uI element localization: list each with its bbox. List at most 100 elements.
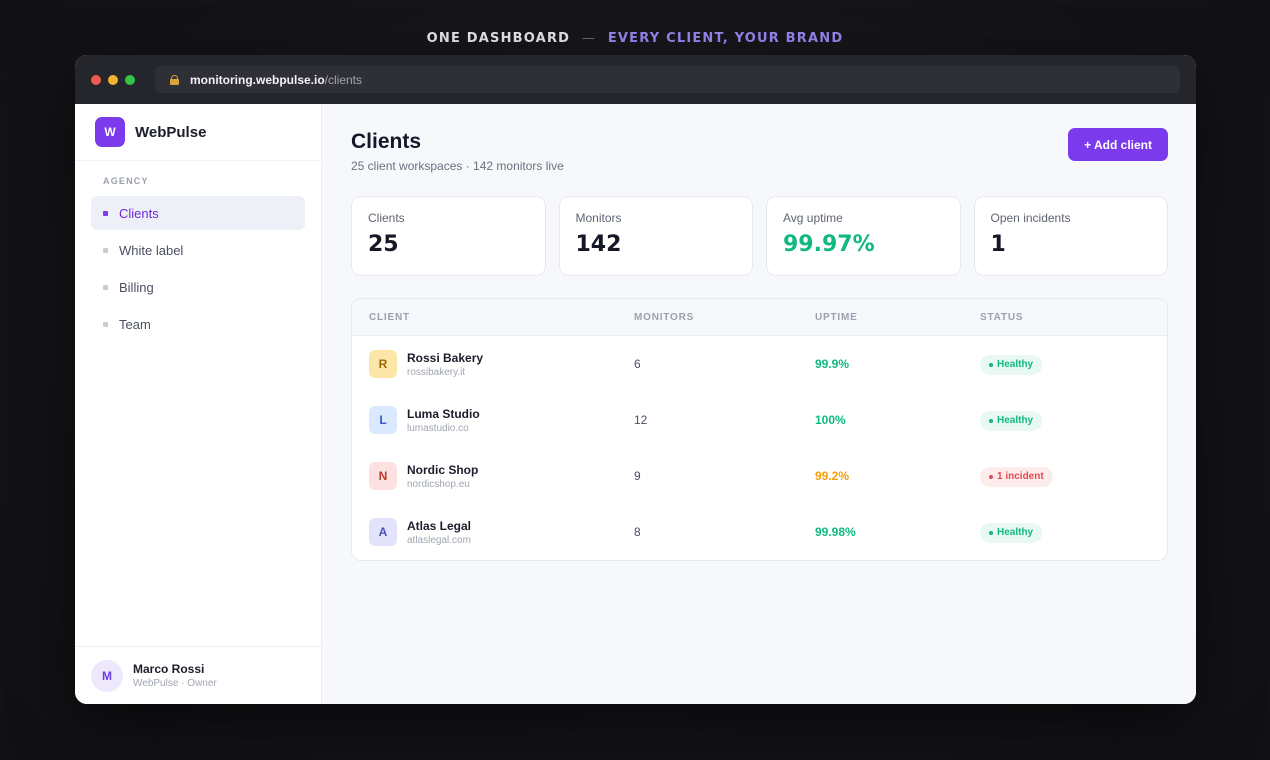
client-avatar: A [369, 518, 397, 546]
client-cell: R Rossi Bakery rossibakery.it [352, 350, 634, 378]
sidebar: W WebPulse AGENCY Clients White label Bi… [75, 104, 322, 704]
column-header-uptime[interactable]: UPTIME [815, 311, 858, 323]
column-header-status[interactable]: STATUS [980, 311, 1024, 323]
client-domain: rossibakery.it [407, 366, 466, 378]
user-profile[interactable]: M Marco Rossi WebPulse · Owner [75, 646, 321, 704]
uptime-cell: 100% [815, 413, 846, 427]
status-dot-icon [989, 530, 993, 535]
stat-label: Clients [368, 211, 405, 225]
column-header-client[interactable]: CLIENT [369, 311, 410, 323]
stat-card-monitors: Monitors 142 [558, 196, 753, 276]
app: W WebPulse AGENCY Clients White label Bi… [75, 104, 1196, 704]
client-text: Luma Studio lumastudio.co [407, 407, 480, 434]
bullet-icon [103, 284, 108, 290]
brand-logo: W [95, 117, 125, 147]
headline-left: ONE DASHBOARD [426, 31, 571, 46]
client-text: Nordic Shop nordicshop.eu [407, 463, 478, 490]
user-name: Marco Rossi [133, 662, 205, 676]
browser-chrome: monitoring.webpulse.io/clients [75, 55, 1196, 104]
close-dot[interactable] [91, 75, 101, 85]
avatar: M [91, 659, 123, 692]
sidebar-item-billing[interactable]: Billing [91, 270, 305, 304]
stat-value: 25 [368, 232, 399, 257]
clients-table: CLIENT MONITORS UPTIME STATUS R Rossi Bak… [351, 298, 1168, 561]
maximize-dot[interactable] [125, 75, 135, 85]
brand-name: WebPulse [135, 123, 207, 141]
url-host: monitoring.webpulse.io [190, 72, 325, 87]
sidebar-item-team[interactable]: Team [91, 307, 305, 341]
client-name[interactable]: Atlas Legal [407, 518, 472, 533]
page-header: Clients 25 client workspaces · 142 monit… [351, 128, 1168, 173]
sidebar-item-label: Billing [119, 279, 154, 295]
table-row[interactable]: N Nordic Shop nordicshop.eu 9 99.2% 1 inciden… [352, 448, 1167, 504]
monitors-cell: 12 [634, 413, 648, 427]
client-cell: L Luma Studio lumastudio.co [352, 406, 634, 434]
status-text: 1 incident [997, 471, 1044, 482]
status-text: Healthy [997, 359, 1034, 370]
main-content: Clients 25 client workspaces · 142 monit… [322, 104, 1196, 704]
status-dot-icon [989, 362, 993, 367]
table-body: R Rossi Bakery rossibakery.it 6 99.9% Healthy… [352, 336, 1167, 560]
lock-icon [170, 74, 179, 85]
stat-card-avg-uptime: Avg uptime 99.97% [766, 196, 961, 276]
monitors-cell: 9 [634, 469, 641, 483]
uptime-cell: 99.98% [815, 525, 856, 539]
client-cell: N Nordic Shop nordicshop.eu [352, 462, 634, 490]
status-dot-icon [989, 474, 993, 479]
table-header: CLIENT MONITORS UPTIME STATUS [352, 299, 1167, 336]
stat-card-open-incidents: Open incidents 1 [973, 196, 1168, 276]
user-info: Marco Rossi WebPulse · Owner [133, 662, 217, 689]
uptime-cell: 99.9% [815, 357, 850, 371]
client-cell: A Atlas Legal atlaslegal.com [352, 518, 634, 546]
client-domain: atlaslegal.com [407, 534, 471, 546]
monitors-cell: 8 [634, 525, 641, 539]
bullet-icon [103, 321, 108, 327]
minimize-dot[interactable] [108, 75, 118, 85]
table-row[interactable]: L Luma Studio lumastudio.co 12 100% Healthy [352, 392, 1167, 448]
status-cell: Healthy [980, 522, 1167, 543]
stat-value: 99.97% [783, 232, 875, 257]
client-text: Rossi Bakery rossibakery.it [407, 351, 483, 378]
stat-card-clients: Clients 25 [351, 196, 546, 276]
table-row[interactable]: R Rossi Bakery rossibakery.it 6 99.9% Healthy [352, 336, 1167, 392]
sidebar-item-clients[interactable]: Clients [91, 196, 305, 230]
monitors-cell: 6 [634, 357, 641, 371]
url-path: /clients [324, 72, 363, 87]
status-badge: 1 incident [980, 466, 1053, 487]
sidebar-item-label: Clients [119, 205, 159, 221]
headline: ONE DASHBOARD — EVERY CLIENT, YOUR BRAND [0, 31, 1270, 46]
page-title: Clients [351, 130, 422, 153]
sidebar-item-label: White label [119, 242, 184, 258]
status-cell: Healthy [980, 354, 1167, 375]
browser-window: monitoring.webpulse.io/clients W WebPuls… [75, 55, 1196, 704]
client-name[interactable]: Rossi Bakery [407, 350, 484, 365]
client-text: Atlas Legal atlaslegal.com [407, 519, 471, 546]
column-header-monitors[interactable]: MONITORS [634, 311, 695, 323]
client-avatar: N [369, 462, 397, 490]
client-avatar: R [369, 350, 397, 378]
status-dot-icon [989, 418, 993, 423]
address-bar[interactable]: monitoring.webpulse.io/clients [155, 66, 1180, 93]
status-text: Healthy [997, 415, 1034, 426]
stat-value: 1 [990, 232, 1006, 257]
client-domain: lumastudio.co [407, 422, 469, 434]
headline-separator: — [581, 31, 597, 46]
status-badge: Healthy [980, 410, 1043, 431]
headline-right: EVERY CLIENT, YOUR BRAND [607, 31, 844, 46]
table-row[interactable]: A Atlas Legal atlaslegal.com 8 99.98% Healthy [352, 504, 1167, 560]
brand[interactable]: W WebPulse [75, 104, 321, 161]
client-avatar: L [369, 406, 397, 434]
status-text: Healthy [997, 527, 1034, 538]
stat-label: Avg uptime [783, 211, 843, 225]
stat-value: 142 [575, 232, 622, 257]
status-badge: Healthy [980, 354, 1043, 375]
sidebar-item-white-label[interactable]: White label [91, 233, 305, 267]
bullet-icon [103, 210, 108, 216]
add-client-button[interactable]: + Add client [1068, 128, 1168, 161]
user-role: WebPulse · Owner [133, 678, 217, 689]
client-domain: nordicshop.eu [407, 478, 470, 490]
section-label: AGENCY [103, 176, 149, 186]
sidebar-item-label: Team [119, 316, 151, 332]
client-name[interactable]: Nordic Shop [407, 462, 479, 477]
client-name[interactable]: Luma Studio [407, 406, 480, 421]
